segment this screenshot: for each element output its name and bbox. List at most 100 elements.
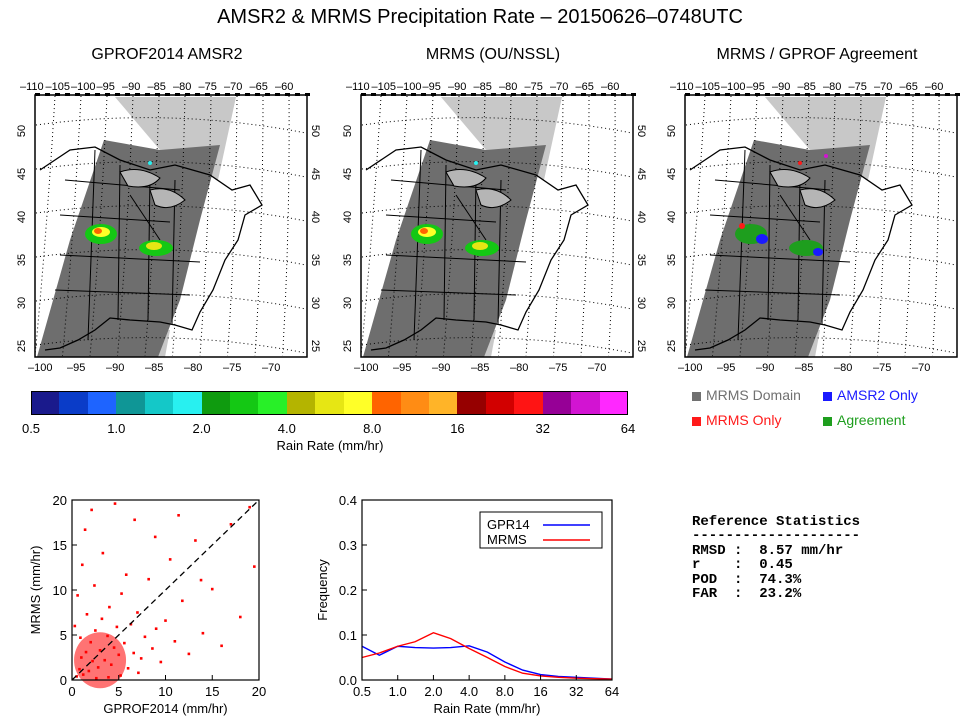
map-lon-label-top: –95 (423, 81, 441, 93)
frame-tick (915, 93, 920, 96)
precip-amsr2-only (756, 234, 768, 244)
colorbar-cell (116, 391, 146, 415)
scatter-point (239, 615, 242, 619)
scatter-point (187, 652, 191, 656)
map-lon-label-bottom: –95 (67, 362, 85, 374)
legend-swatch-amsr2 (823, 391, 832, 401)
frame-tick (245, 93, 250, 96)
map-lon-label-top: –100 (397, 81, 421, 93)
coastline (39, 146, 263, 351)
freq-y-label: Frequency (315, 559, 330, 621)
stats-pod: POD : 74.3% (692, 571, 802, 588)
scatter-point (83, 528, 87, 531)
state-boundary (455, 194, 487, 241)
great-lakes (769, 169, 811, 188)
scatter-x-tick-label: 10 (158, 684, 172, 699)
lat-gridline (685, 293, 957, 310)
stats-far: FAR : 23.2% (692, 586, 802, 602)
state-boundary (443, 164, 447, 321)
frame-tick (145, 93, 150, 96)
coastline (365, 146, 589, 351)
scatter-point (229, 523, 233, 526)
scatter-point (87, 669, 91, 673)
colorbar-cell (201, 391, 231, 415)
map-lon-label-bottom: –80 (834, 362, 852, 374)
frame-tick (865, 93, 870, 96)
map-lat-label-left: 35 (16, 254, 28, 266)
frame-tick (421, 93, 426, 96)
lon-gridline (443, 95, 460, 357)
frame-tick (361, 93, 366, 96)
frame-tick (815, 93, 820, 96)
map-lon-label-top: –75 (849, 81, 867, 93)
legend-amsr2-only: AMSR2 Only (823, 387, 918, 403)
frame-tick (611, 93, 616, 96)
scatter-point (112, 646, 116, 649)
map-lon-label-top: –75 (525, 81, 543, 93)
map-lat-label-right: 35 (309, 254, 321, 266)
map-frame (360, 94, 634, 358)
lat-gridline (361, 249, 633, 266)
scatter-point (139, 657, 143, 660)
precip-field (420, 228, 428, 234)
lat-gridline (685, 117, 957, 134)
lat-gridline (361, 161, 633, 178)
colorbar-cell (400, 391, 430, 415)
frame-tick (955, 93, 960, 96)
map-lon-label-top: –110 (670, 81, 694, 93)
colorbar-tick-label: 8.0 (363, 421, 382, 436)
scatter-point (78, 667, 81, 671)
scatter-point (210, 587, 214, 591)
frame-tick (391, 93, 396, 96)
map-lon-label-top: –60 (275, 81, 293, 93)
map-lat-label-right: 25 (635, 340, 647, 352)
map-lon-label-top: –80 (499, 81, 517, 93)
freq-y-tick-label: 0.4 (339, 493, 357, 508)
scatter-point (108, 605, 111, 609)
scatter-point (154, 627, 158, 630)
state-boundary (59, 214, 171, 223)
state-boundary (54, 289, 191, 296)
map-lon-label-bottom: –95 (717, 362, 735, 374)
map-lat-label-left: 45 (342, 168, 354, 180)
scatter-point (164, 619, 167, 622)
frame-tick (471, 93, 476, 96)
map-lat-label-left: 40 (16, 211, 28, 223)
lon-gridline (904, 95, 914, 357)
colorbar-tick-label: 2.0 (192, 421, 211, 436)
lon-gridline (849, 95, 862, 357)
state-boundary (704, 289, 841, 296)
colorbar-cell (514, 391, 544, 415)
scatter-point (109, 663, 113, 666)
freq-y-tick-label: 0.1 (339, 628, 357, 643)
lon-gridline (794, 95, 810, 357)
lon-gridline (877, 95, 888, 357)
frame-tick (945, 93, 950, 96)
frame-tick (775, 93, 780, 96)
scatter-x-tick-label: 20 (252, 684, 266, 699)
series-line-gpr14 (361, 645, 613, 680)
colorbar-cell (571, 391, 601, 415)
map-agree: –110 –105 –100 –95 –90 –85 –80 –75 –70 –65 –60–100… (666, 81, 960, 374)
map-lon-label-top: –90 (448, 81, 466, 93)
map-lon-label-bottom: –90 (756, 362, 774, 374)
map-lon-label-bottom: –100 (354, 362, 378, 374)
stats-heading: Reference Statistics (692, 513, 861, 530)
lat-gridline (35, 337, 307, 354)
frame-tick (431, 93, 436, 96)
map-lon-label-top: –100 (71, 81, 95, 93)
map-lat-label-right: 30 (635, 297, 647, 309)
frame-tick (685, 93, 690, 96)
great-lakes (149, 188, 186, 209)
lon-gridline (553, 95, 564, 357)
frame-tick (401, 93, 406, 96)
map-lat-label-left: 50 (342, 125, 354, 137)
frequency-plot: 0.5 1.0 2.0 4.0 8.0 16 32 64 0.0 0.1 0.2 0.3 0.4 Rain… (315, 493, 619, 716)
frame-tick (571, 93, 576, 96)
great-lakes (119, 169, 161, 188)
lon-gridline (282, 95, 290, 357)
frame-tick (235, 93, 240, 96)
map-lat-label-left: 30 (16, 297, 28, 309)
scatter-point (79, 636, 82, 639)
colorbar-cell (372, 391, 402, 415)
